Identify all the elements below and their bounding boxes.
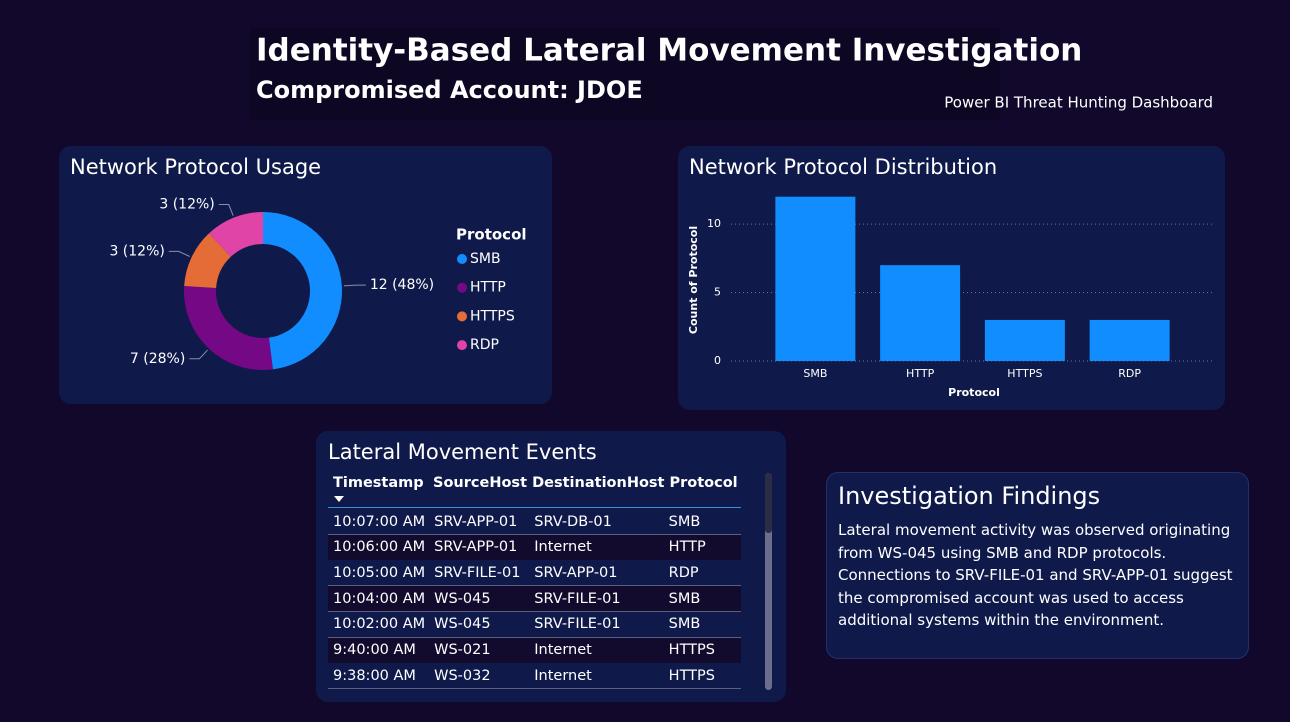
donut-slice xyxy=(263,212,343,370)
table-row: 10:06:00 AM SRV-APP-01 Internet HTTP xyxy=(328,534,741,561)
table-row: 10:04:00 AM WS-045 SRV-FILE-01 SMB xyxy=(328,586,741,613)
table-row: 9:40:00 AM WS-021 Internet HTTPS xyxy=(328,637,741,664)
data-label: 7 (28%) xyxy=(130,351,185,367)
donut-slice xyxy=(184,286,273,370)
data-label: 3 (12%) xyxy=(109,243,164,259)
table-cell: 9:40:00 AM xyxy=(333,642,416,658)
chart-title: Network Protocol Distribution xyxy=(689,155,997,179)
x-tick-label: HTTPS xyxy=(1007,367,1042,380)
table-panel: Lateral Movement Events Timestamp SourceH… xyxy=(316,431,786,702)
legend-label: RDP xyxy=(470,337,499,353)
table-cell: 10:05:00 AM xyxy=(333,564,426,581)
table-cell: Internet xyxy=(534,642,592,658)
y-tick-label: 5 xyxy=(714,286,721,299)
legend-marker xyxy=(457,340,467,351)
page-title: Identity-Based Lateral Movement Investig… xyxy=(256,33,1082,69)
donut-slice xyxy=(208,212,263,257)
column-header[interactable]: Timestamp xyxy=(333,475,424,491)
legend-label: SMB xyxy=(470,251,501,267)
page-subtitle: Compromised Account: JDOE xyxy=(256,76,643,104)
legend-marker xyxy=(457,311,467,322)
table-cell: HTTP xyxy=(668,539,706,556)
sort-arrow xyxy=(334,496,344,502)
table-cell: 10:04:00 AM xyxy=(333,590,426,607)
table-cell: SMB xyxy=(668,616,701,633)
leader-line xyxy=(168,250,190,257)
findings-panel: Investigation Findings Lateral movement … xyxy=(826,472,1249,659)
bar xyxy=(984,319,1065,361)
table-cell: 10:02:00 AM xyxy=(333,616,426,633)
y-tick-label: 0 xyxy=(714,354,721,367)
findings-text: Lateral movement activity was observed o… xyxy=(838,521,1233,629)
x-tick-label: SMB xyxy=(803,367,827,380)
table-cell: 9:38:00 AM xyxy=(333,667,416,684)
bar xyxy=(1089,319,1170,361)
title-box xyxy=(250,28,1000,120)
scrollbar[interactable] xyxy=(765,473,772,690)
table-cell: SRV-FILE-01 xyxy=(534,590,621,607)
caption: Power BI Threat Hunting Dashboard xyxy=(944,94,1213,112)
table-row: 10:05:00 AM SRV-FILE-01 SRV-APP-01 RDP xyxy=(328,560,741,587)
scroll-thumb[interactable] xyxy=(765,473,772,533)
leader-line xyxy=(343,284,366,287)
table-cell: WS-045 xyxy=(434,590,491,607)
table-cell: SRV-APP-01 xyxy=(434,539,518,556)
legend-title: Protocol xyxy=(456,226,527,244)
table-cell: SRV-APP-01 xyxy=(434,513,518,530)
leader-line xyxy=(189,349,208,360)
table-cell: SRV-DB-01 xyxy=(534,513,612,530)
y-axis-label: Count of Protocol xyxy=(687,226,700,334)
legend-marker xyxy=(457,254,467,264)
table-cell: HTTPS xyxy=(668,642,715,658)
bar xyxy=(775,196,856,361)
table-cell: SMB xyxy=(668,513,701,530)
x-tick-label: HTTP xyxy=(906,367,935,380)
table-cell: SRV-FILE-01 xyxy=(434,564,521,581)
legend-marker xyxy=(457,282,467,293)
table-cell: Internet xyxy=(534,667,592,684)
donut-slice xyxy=(184,233,231,289)
findings-title: Investigation Findings xyxy=(838,482,1101,510)
legend-label: HTTPS xyxy=(470,308,515,324)
legend-label: HTTP xyxy=(470,280,506,296)
table-cell: 10:07:00 AM xyxy=(333,513,426,530)
data-label: 12 (48%) xyxy=(370,277,434,293)
y-tick-label: 10 xyxy=(707,217,721,230)
table-cell: RDP xyxy=(668,564,699,581)
chart-title: Network Protocol Usage xyxy=(70,155,321,179)
table-row: 10:02:00 AM WS-045 SRV-FILE-01 SMB xyxy=(328,611,741,638)
table-row: 9:38:00 AM WS-032 Internet HTTPS xyxy=(328,663,741,690)
data-label: 3 (12%) xyxy=(159,197,214,213)
leader-line xyxy=(218,204,234,216)
column-header[interactable]: SourceHost xyxy=(433,475,527,491)
table-cell: WS-021 xyxy=(434,642,491,658)
panel xyxy=(59,146,552,404)
table-cell: 10:06:00 AM xyxy=(333,539,426,556)
table-header: Timestamp SourceHost DestinationHost Protoc… xyxy=(328,475,741,508)
table-cell: SMB xyxy=(668,590,701,607)
table-cell: HTTPS xyxy=(668,667,715,684)
table-cell: WS-045 xyxy=(434,616,491,633)
bar xyxy=(880,265,961,361)
table-cell: WS-032 xyxy=(434,667,491,684)
x-tick-label: RDP xyxy=(1118,367,1141,380)
column-header[interactable]: DestinationHost xyxy=(532,475,665,491)
table-title: Lateral Movement Events xyxy=(328,440,597,464)
table-cell: SRV-APP-01 xyxy=(534,564,618,581)
column-header[interactable]: Protocol xyxy=(669,475,738,491)
table-cell: Internet xyxy=(534,539,592,556)
x-axis-label: Protocol xyxy=(948,386,1000,399)
table-row: 10:07:00 AM SRV-APP-01 SRV-DB-01 SMB xyxy=(328,509,741,535)
table-cell: SRV-FILE-01 xyxy=(534,616,621,633)
